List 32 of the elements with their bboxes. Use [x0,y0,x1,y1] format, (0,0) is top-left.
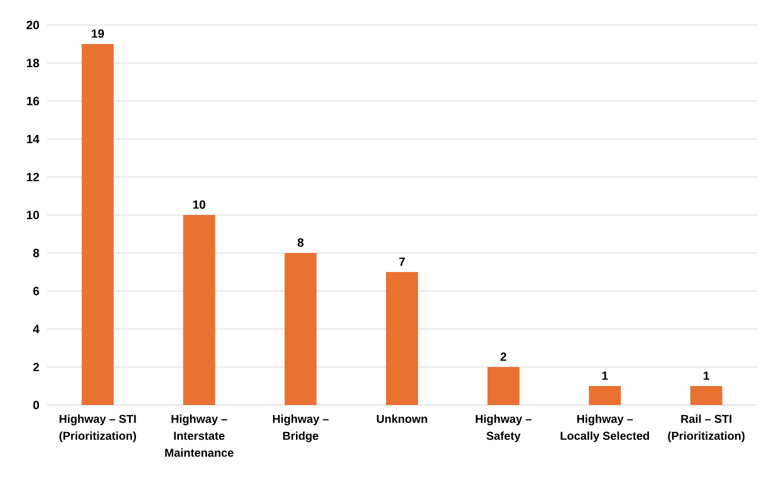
bar [588,386,621,405]
data-label: 10 [193,200,206,209]
y-tick-label: 2 [33,362,40,372]
y-tick-label: 14 [26,134,40,144]
data-label: 2 [500,352,506,361]
x-tick-label: Highway – Locally Selected [560,414,649,442]
y-tick-label: 16 [26,96,40,106]
x-tick-label: Highway – Safety [476,414,532,442]
bar [82,44,114,405]
data-label: 1 [704,372,710,380]
y-tick-label: 8 [33,248,40,258]
x-tick-label: Highway – Bridge [273,414,329,442]
x-tick-label: Highway – STI (Prioritization) [59,414,136,442]
y-tick-label: 20 [26,20,39,30]
y-tick-label: 4 [33,324,40,334]
x-tick-label: Highway – Interstate Maintenance [165,414,234,457]
bar [183,215,216,405]
y-tick-label: 0 [33,400,39,410]
x-tick-label: Rail – STI (Prioritization) [668,414,745,442]
y-tick-label: 12 [26,172,39,182]
data-label: 1 [602,372,608,380]
y-tick-label: 18 [26,58,40,68]
bar [690,386,722,405]
bar [487,367,520,405]
x-tick-label: Unknown [376,414,428,423]
bar [284,253,317,405]
y-tick-label: 10 [26,210,39,220]
y-tick-label: 6 [33,286,40,296]
data-label: 7 [399,258,405,266]
data-label: 19 [92,29,104,38]
bar [386,272,418,405]
data-label: 8 [298,238,304,247]
